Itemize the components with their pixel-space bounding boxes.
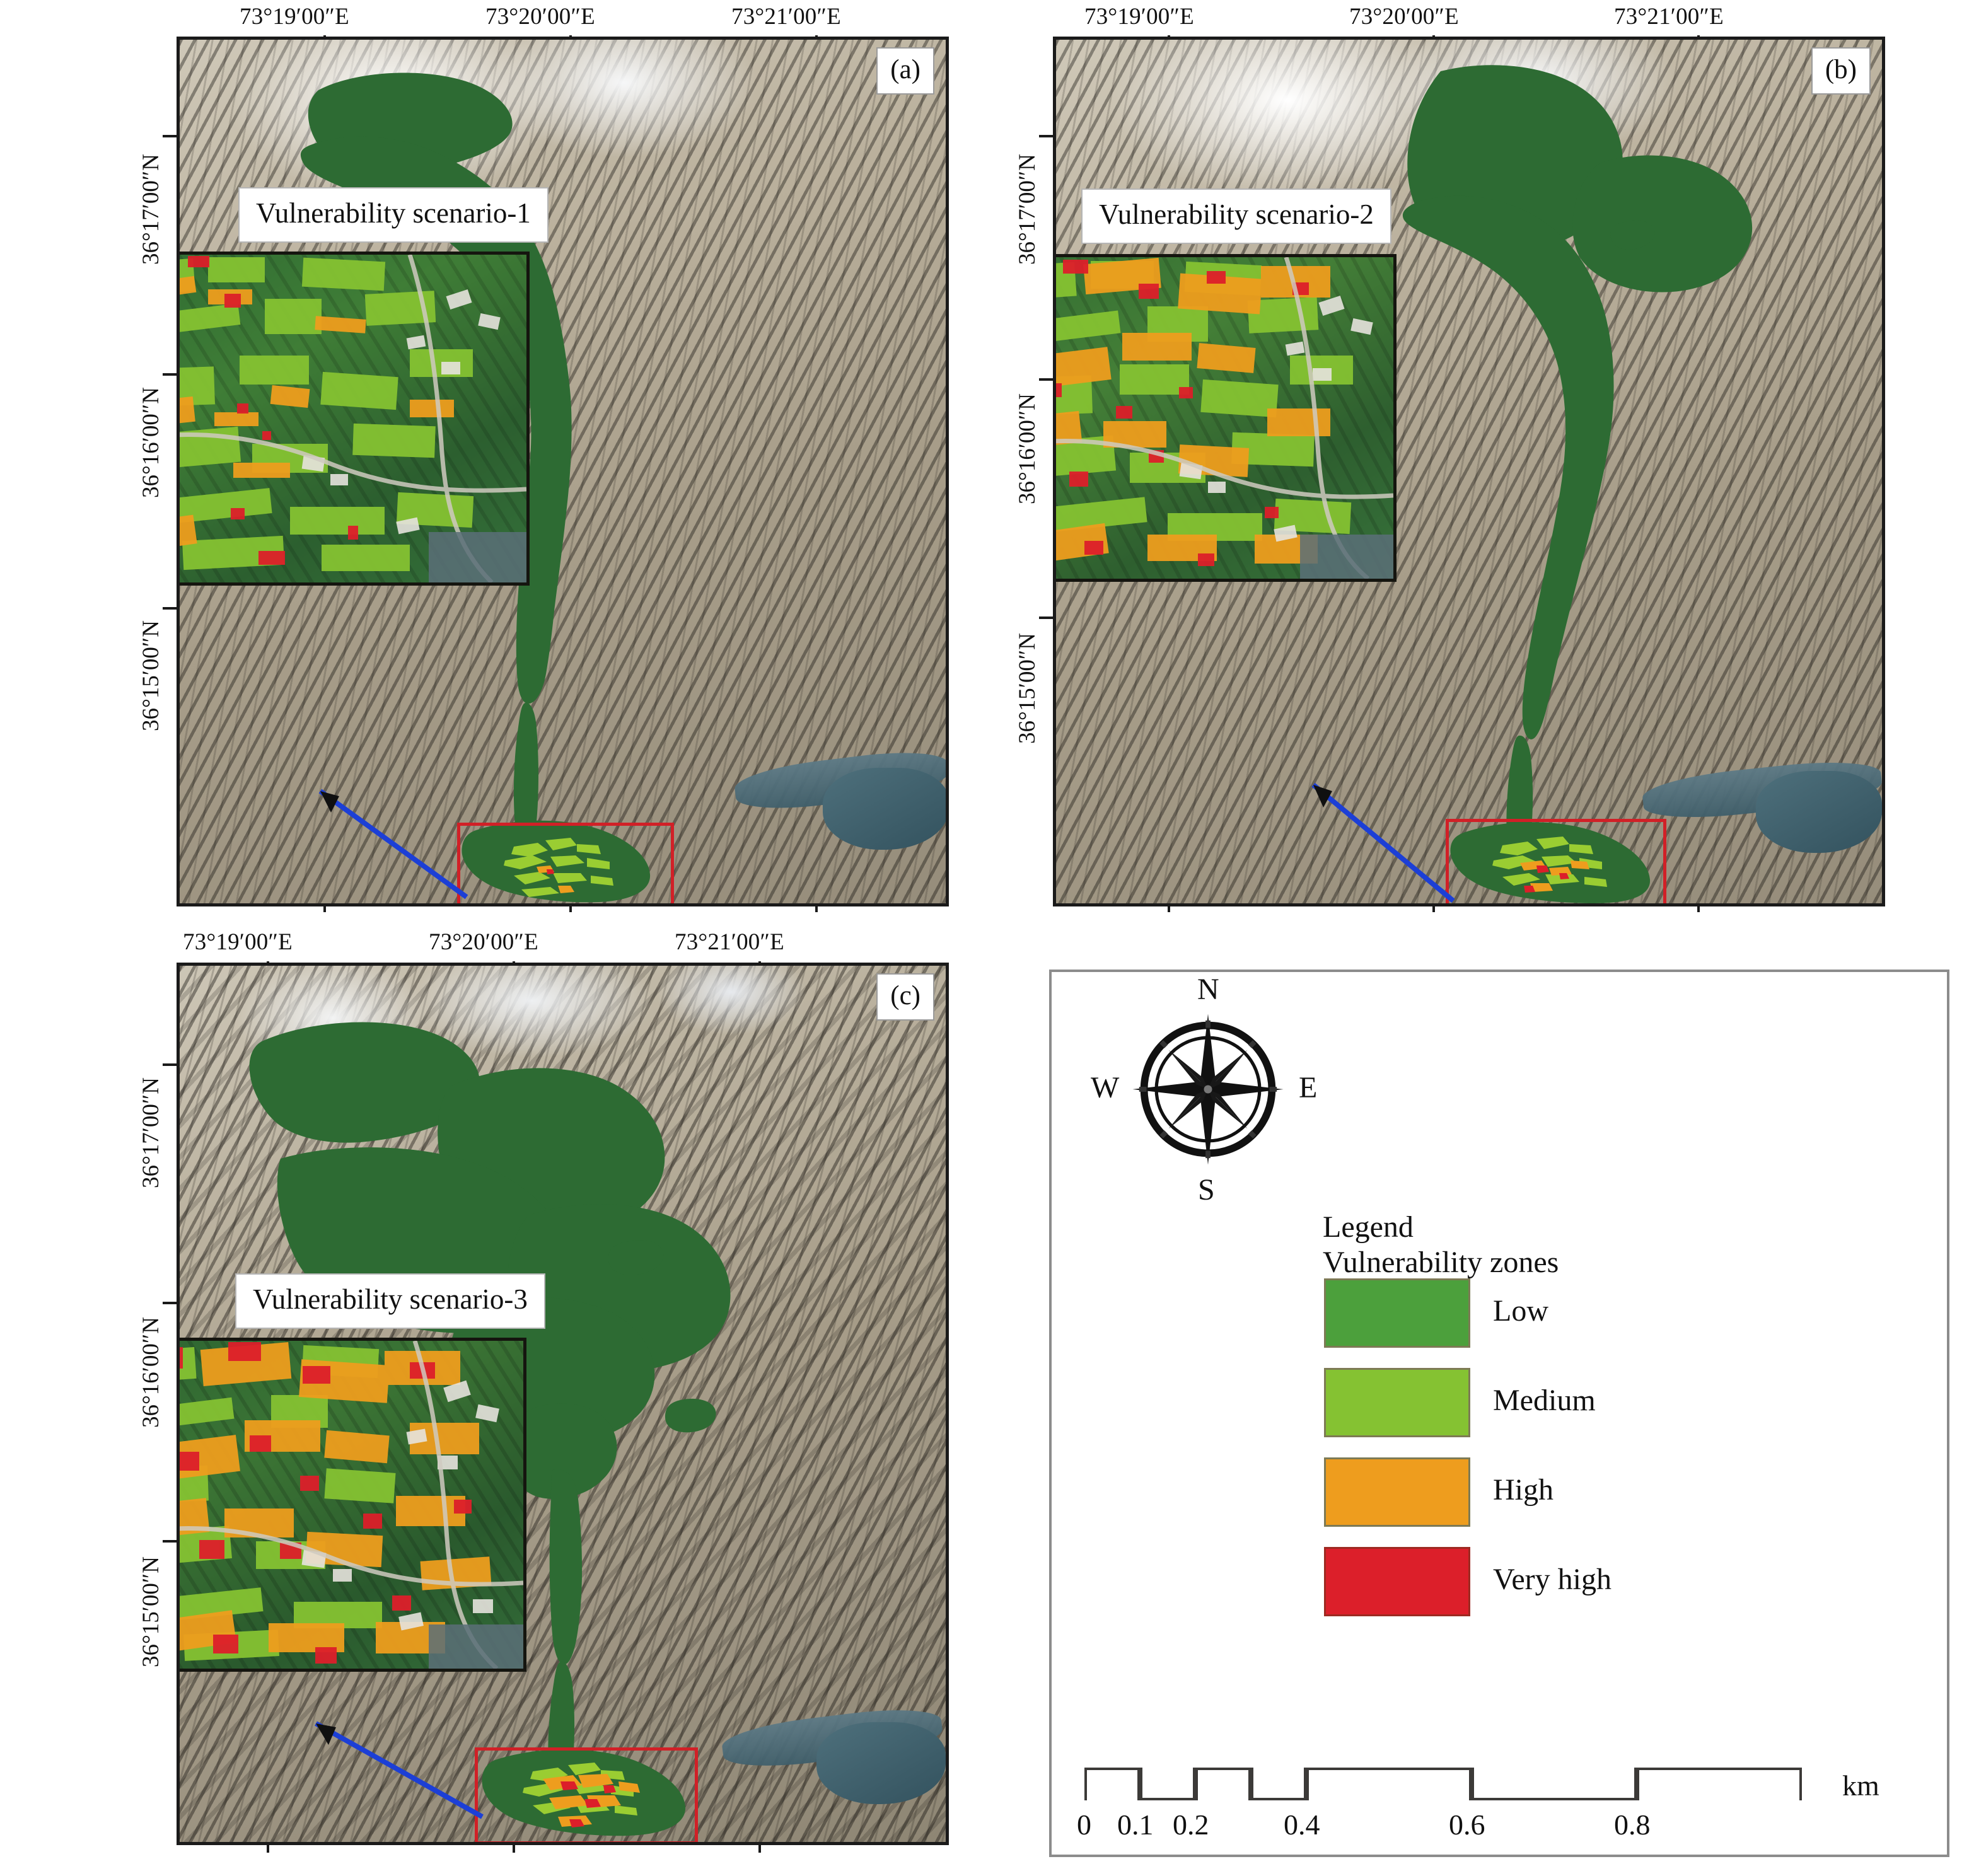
panel-b-aoi-rectangle[interactable] [1446, 819, 1666, 903]
panel-c-aoi-rectangle[interactable] [475, 1747, 698, 1842]
compass-east-label: E [1299, 1071, 1318, 1104]
panel-a-xtick-1: 73°20′00″E [485, 4, 595, 30]
panel-b-ytick-2: 36°15′00″N [1014, 632, 1040, 744]
panel-b-ytick-0: 36°17′00″N [1014, 153, 1040, 265]
legend-swatch-very-high [1324, 1547, 1470, 1616]
panel-c: 73°19′00″E 73°20′00″E 73°21′00″E 36°17′0… [0, 924, 984, 1876]
compass-rose-icon [1132, 1014, 1284, 1165]
panel-a-lake [823, 768, 946, 850]
legend-panel: N E S W Legend Vulnerability zones Low M… [1049, 970, 1949, 1857]
scale-bar-label-5: 0.8 [1614, 1809, 1651, 1841]
panel-a-map[interactable]: Vulnerability scenario-1 (a) [177, 37, 949, 906]
panel-b-leader-line [1311, 782, 1455, 903]
scale-bar-label-4: 0.6 [1449, 1809, 1485, 1841]
panel-a-ytick-1: 36°16′00″N [138, 386, 164, 498]
scale-bar [1084, 1768, 1828, 1803]
panel-a-scenario-label: Vulnerability scenario-1 [238, 187, 549, 243]
panel-a-leader-line [318, 789, 468, 900]
panel-b-inset-map[interactable] [1056, 254, 1397, 582]
legend-swatch-medium [1324, 1368, 1470, 1437]
panel-a-inset-vulnerability-layer [180, 255, 526, 582]
panel-b-xtick-2: 73°21′00″E [1614, 4, 1724, 30]
panel-c-xtick-mark-b0 [267, 1839, 269, 1853]
panel-a-xtick-2: 73°21′00″E [731, 4, 841, 30]
panel-c-ytick-0: 36°17′00″N [138, 1077, 164, 1188]
panel-b-vulnerability-cluster [1492, 837, 1607, 893]
panel-c-tag: (c) [876, 973, 934, 1021]
panel-c-xtick-1: 73°20′00″E [429, 929, 538, 955]
legend-swatch-high [1324, 1457, 1470, 1527]
scale-bar-segment-2 [1195, 1768, 1251, 1800]
panel-c-lake [816, 1722, 946, 1804]
panel-a-xtick-0: 73°19′00″E [240, 4, 349, 30]
panel-c-ytick-mark-0 [163, 1063, 177, 1066]
panel-b: 73°19′00″E 73°20′00″E 73°21′00″E 36°17′0… [984, 0, 1986, 917]
panel-c-xtick-mark-b2 [758, 1839, 761, 1853]
legend-label-very-high: Very high [1493, 1563, 1611, 1596]
panel-a-inset-map[interactable] [180, 252, 530, 586]
panel-a-vulnerability-cluster [504, 838, 613, 897]
scale-bar-segment-1 [1140, 1768, 1195, 1800]
scale-bar-segment-3 [1251, 1768, 1306, 1800]
panel-a-ytick-mark-0 [163, 135, 177, 137]
panel-a-ytick-mark-1 [163, 373, 177, 376]
panel-b-debris-extent [1402, 65, 1753, 903]
scale-bar-segment-5 [1472, 1768, 1637, 1800]
panel-c-xtick-0: 73°19′00″E [183, 929, 293, 955]
panel-a-tag: (a) [876, 47, 934, 95]
legend-label-high: High [1493, 1473, 1553, 1507]
compass-north-label: N [1197, 973, 1219, 1006]
panel-b-tag: (b) [1811, 47, 1871, 95]
panel-c-ytick-mark-2 [163, 1540, 177, 1543]
scale-bar-segment-6 [1637, 1768, 1802, 1800]
panel-b-ytick-mark-2 [1039, 617, 1053, 619]
scale-bar-unit-label: km [1842, 1769, 1879, 1802]
legend-swatch-low [1324, 1278, 1470, 1348]
panel-c-vulnerability-cluster [523, 1763, 640, 1827]
scale-bar-label-1: 0.1 [1117, 1809, 1154, 1841]
panel-b-ytick-mark-0 [1039, 135, 1053, 137]
scale-bar-label-0: 0 [1077, 1809, 1091, 1841]
panel-c-leader-line [315, 1721, 484, 1819]
panel-c-ytick-mark-1 [163, 1302, 177, 1304]
scale-bar-segment-0 [1084, 1768, 1140, 1800]
panel-c-ytick-1: 36°16′00″N [138, 1316, 164, 1428]
panel-b-xtick-1: 73°20′00″E [1349, 4, 1459, 30]
panel-c-ytick-2: 36°15′00″N [138, 1556, 164, 1667]
panel-b-xtick-0: 73°19′00″E [1084, 4, 1194, 30]
panel-b-inset-vulnerability-layer [1056, 257, 1393, 579]
panel-c-scenario-label: Vulnerability scenario-3 [235, 1273, 545, 1329]
panel-c-inset-map[interactable] [180, 1338, 526, 1672]
panel-b-map[interactable]: Vulnerability scenario-2 (b) [1053, 37, 1885, 906]
legend-label-low: Low [1493, 1294, 1548, 1328]
panel-b-scenario-label: Vulnerability scenario-2 [1081, 188, 1391, 244]
scale-bar-segment-4 [1306, 1768, 1472, 1800]
scale-bar-label-3: 0.4 [1284, 1809, 1320, 1841]
legend-title-line-2: Vulnerability zones [1323, 1246, 1559, 1279]
panel-a: 73°19′00″E 73°20′00″E 73°21′00″E 36°17′0… [0, 0, 984, 917]
panel-b-ytick-mark-1 [1039, 378, 1053, 381]
panel-a-ytick-mark-2 [163, 607, 177, 610]
panel-c-map[interactable]: Vulnerability scenario-3 (c) [177, 963, 949, 1845]
scale-bar-label-2: 0.2 [1173, 1809, 1209, 1841]
panel-b-lake [1756, 771, 1882, 853]
compass-south-label: S [1198, 1173, 1215, 1207]
panel-b-ytick-1: 36°16′00″N [1014, 393, 1040, 504]
panel-a-aoi-rectangle[interactable] [457, 823, 674, 903]
legend-label-medium: Medium [1493, 1384, 1596, 1417]
compass-west-label: W [1091, 1071, 1120, 1104]
panel-a-ytick-2: 36°15′00″N [138, 620, 164, 731]
legend-title-line-1: Legend [1323, 1210, 1414, 1244]
panel-c-xtick-mark-b1 [513, 1839, 515, 1853]
panel-c-inset-vulnerability-layer [180, 1341, 523, 1669]
panel-c-xtick-2: 73°21′00″E [675, 929, 784, 955]
panel-a-ytick-0: 36°17′00″N [138, 153, 164, 265]
